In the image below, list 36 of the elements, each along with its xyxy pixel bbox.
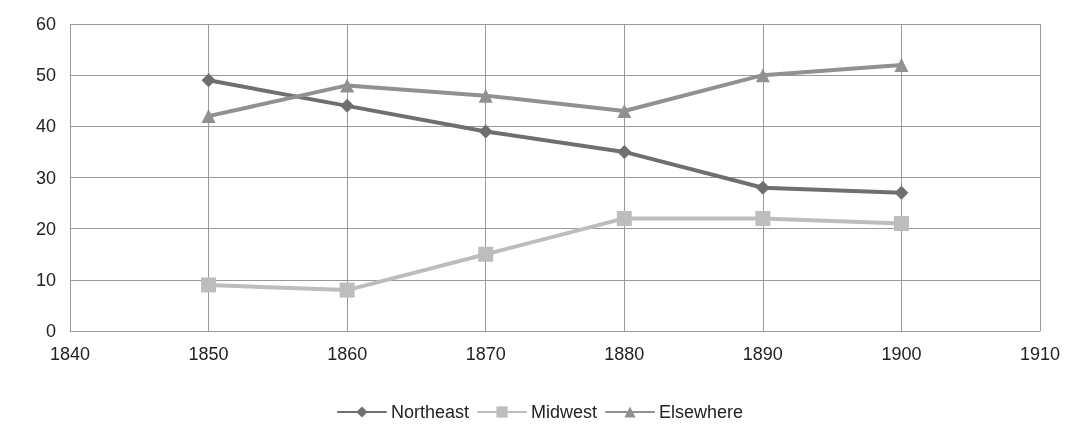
y-tick-label: 50 [35,65,56,86]
x-tick-label: 1860 [327,344,368,364]
point [478,124,493,139]
point [201,277,217,293]
x-tick-label: 1890 [742,344,783,364]
point [339,282,355,298]
point [755,210,771,226]
point [478,88,493,103]
point [478,246,494,262]
point [894,57,909,72]
x-tick-label: 1840 [49,344,91,364]
x-tick-label: 1880 [604,344,645,364]
point [340,98,355,113]
x-tick-label: 1910 [1019,344,1061,364]
point [755,68,770,83]
point [340,78,355,93]
legend-label: Elsewhere [659,402,744,422]
x-tick-label: 1870 [465,344,506,364]
y-tick-label: 30 [35,167,56,188]
legend-label: Northeast [390,402,469,422]
y-tick-label: 20 [35,218,56,239]
y-tick-label: 40 [35,116,56,137]
legend-label: Midwest [530,402,598,422]
x-tick-label: 1900 [881,344,922,364]
point [201,73,216,88]
point [755,180,770,195]
y-tick-label: 10 [35,269,56,290]
point [616,210,632,226]
point [617,103,632,118]
point [893,216,909,232]
point [894,185,909,200]
x-tick-label: 1850 [188,344,229,364]
point [201,109,216,124]
point [617,144,632,159]
y-tick-label: 60 [35,14,56,34]
y-tick-label: 0 [45,321,56,341]
